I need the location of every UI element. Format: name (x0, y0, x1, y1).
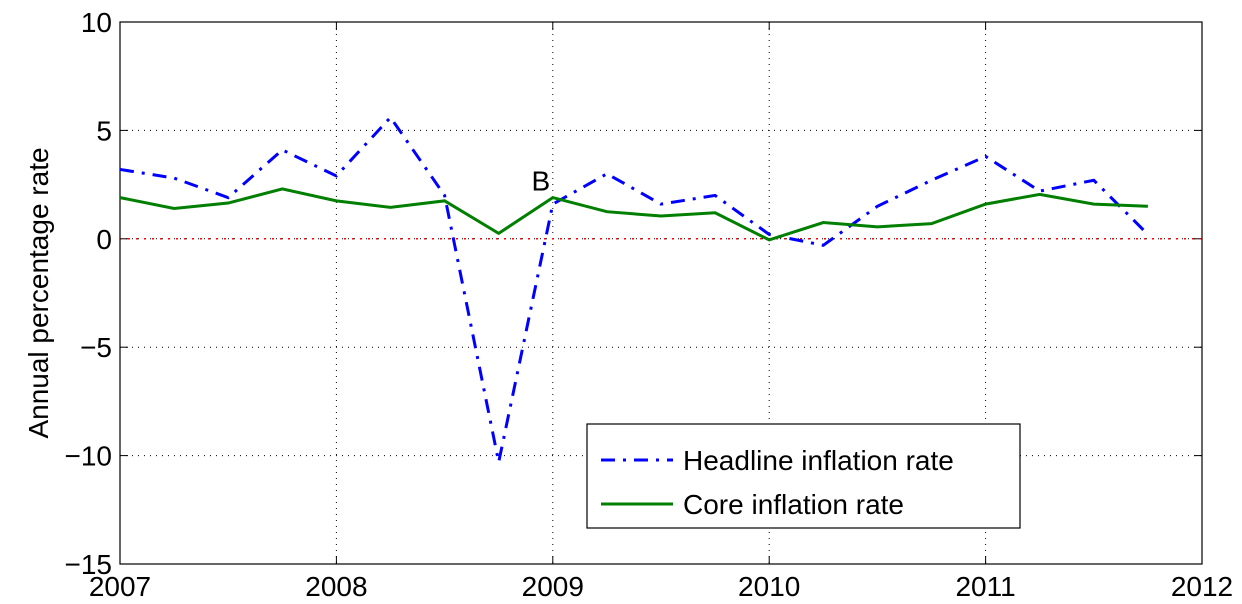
x-tick-label: 2011 (955, 571, 1015, 602)
y-tick-label: −15 (65, 549, 113, 580)
series-line (119, 115, 1149, 463)
y-tick-label: 0 (96, 224, 112, 255)
x-tick-label: 2010 (738, 571, 800, 602)
y-tick-label: −10 (65, 441, 113, 472)
y-tick-label: 5 (96, 115, 112, 146)
x-tick-label: 2008 (305, 571, 367, 602)
y-tick-label: 10 (81, 7, 112, 38)
plot-frame (119, 21, 1203, 565)
annotation: B (531, 165, 550, 196)
x-tick-label: 2012 (1171, 571, 1233, 602)
legend-label: Core inflation rate (683, 489, 904, 520)
series-line (119, 187, 1148, 242)
legend-label: Headline inflation rate (683, 445, 954, 476)
x-tick-label: 2009 (522, 571, 584, 602)
x-tick-label: 2007 (89, 571, 151, 602)
legend-box (586, 423, 1021, 529)
y-axis-label: Annual percentage rate (23, 147, 54, 438)
y-tick-label: −5 (80, 332, 112, 363)
